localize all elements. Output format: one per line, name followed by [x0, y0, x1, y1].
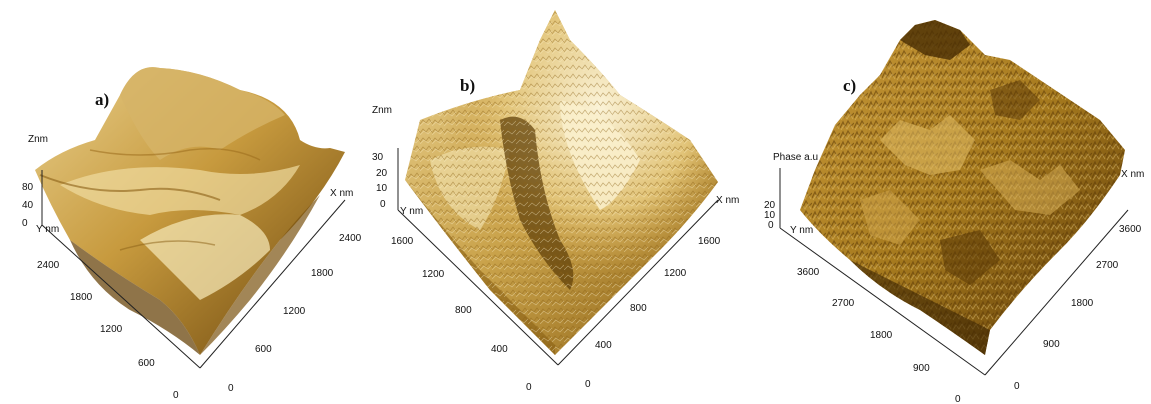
panel-c-y-tick: 900: [913, 363, 930, 374]
panel-b: b) Znm 30 20 10 0 Y nm 1600 1200 800 400…: [372, 10, 739, 393]
panel-b-z-tick: 0: [380, 199, 386, 210]
panel-a-z-axis-label: Znm: [28, 134, 48, 145]
panel-a-x-tick: 1200: [283, 306, 306, 317]
panel-b-surface: [405, 10, 718, 355]
panel-c-x-tick: 1800: [1071, 298, 1094, 309]
panel-c: c) Phase a.u 20 10 0 Y nm 3600 2700 1800…: [764, 20, 1144, 404]
panel-a-surface: [35, 67, 345, 356]
panel-b-x-tick: 400: [595, 340, 612, 351]
panel-c-z-tick: 0: [768, 220, 774, 231]
panel-b-z-tick: 20: [376, 168, 388, 179]
panel-b-y-tick: 1200: [422, 269, 445, 280]
panel-c-axes: [779, 168, 1129, 376]
panel-a-x-tick: 1800: [311, 268, 334, 279]
panel-b-x-tick: 1200: [664, 268, 687, 279]
panel-a-z-tick: 0: [22, 218, 28, 229]
panel-b-x-tick: 0: [585, 379, 591, 390]
panel-a-y-tick: 2400: [37, 260, 60, 271]
panel-c-z-tick: 20: [764, 200, 776, 211]
panel-b-y-tick: 400: [491, 344, 508, 355]
panel-a-y-axis-label: Y nm: [36, 224, 59, 235]
panel-a-y-tick: 0: [173, 390, 179, 401]
panel-b-label: b): [460, 76, 475, 95]
panel-a-x-tick: 600: [255, 344, 272, 355]
panel-c-y-tick: 2700: [832, 298, 855, 309]
panel-b-y-tick: 800: [455, 305, 472, 316]
panel-c-y-tick: 3600: [797, 267, 820, 278]
panel-b-y-tick: 0: [526, 382, 532, 393]
panel-b-axes: [397, 148, 719, 366]
panel-a-z-tick: 40: [22, 200, 34, 211]
panel-c-label: c): [843, 76, 856, 95]
panel-a-x-tick: 2400: [339, 233, 362, 244]
panel-b-x-axis-label: X nm: [716, 195, 739, 206]
panel-c-x-tick: 2700: [1096, 260, 1119, 271]
panel-c-x-tick: 900: [1043, 339, 1060, 350]
panel-c-x-tick: 0: [1014, 381, 1020, 392]
panel-a-z-tick: 80: [22, 182, 34, 193]
panel-b-x-tick: 800: [630, 303, 647, 314]
panel-c-surface: [800, 20, 1125, 355]
panel-c-y-axis-label: Y nm: [790, 225, 813, 236]
panel-a-axes: [41, 170, 346, 369]
panel-c-x-tick: 3600: [1119, 224, 1142, 235]
panel-c-z-axis-label: Phase a.u: [773, 152, 818, 163]
panel-a-y-tick: 600: [138, 358, 155, 369]
panel-a-x-tick: 0: [228, 383, 234, 394]
panel-b-y-tick: 1600: [391, 236, 414, 247]
panel-c-x-axis-label: X nm: [1121, 169, 1144, 180]
panel-a-x-axis-label: X nm: [330, 188, 353, 199]
panel-c-y-tick: 1800: [870, 330, 893, 341]
panel-a-y-tick: 1800: [70, 292, 93, 303]
panel-c-y-tick: 0: [955, 394, 961, 404]
panel-b-z-tick: 10: [376, 183, 388, 194]
panel-b-z-tick: 30: [372, 152, 384, 163]
panel-b-z-axis-label: Znm: [372, 105, 392, 116]
panel-a: a) Znm 80 40 0 Y nm 2400 1800 1200 600 0…: [22, 67, 362, 401]
panel-a-y-tick: 1200: [100, 324, 123, 335]
panel-b-y-axis-label: Y nm: [400, 206, 423, 217]
panel-a-label: a): [95, 90, 109, 109]
panel-c-z-tick: 10: [764, 210, 776, 221]
panel-b-x-tick: 1600: [698, 236, 721, 247]
